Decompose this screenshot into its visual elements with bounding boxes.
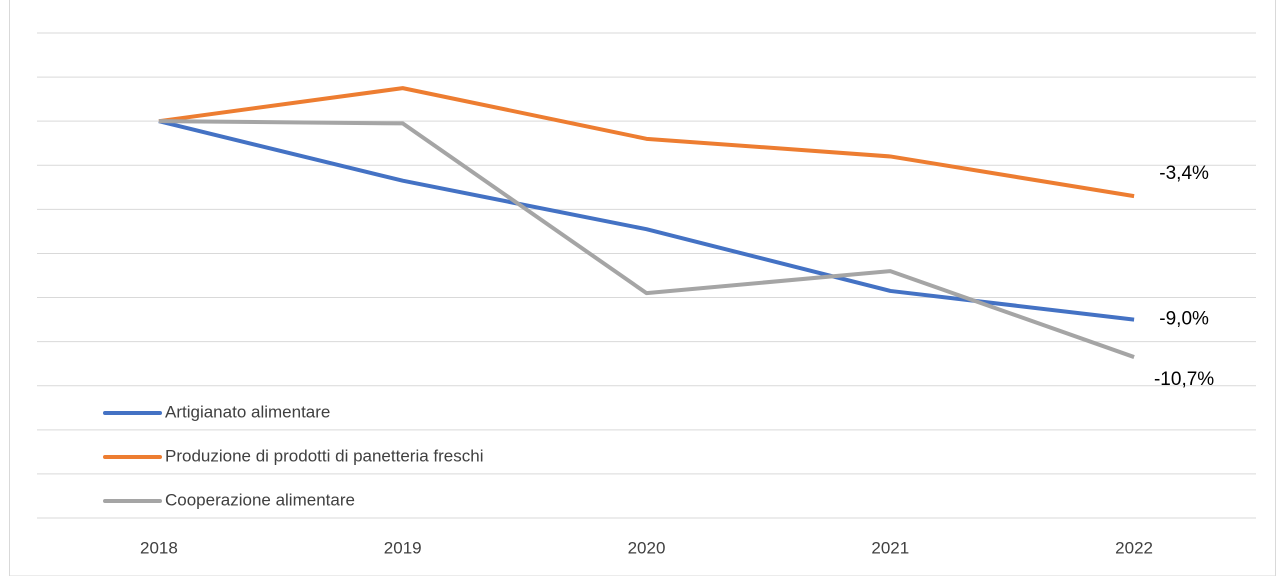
x-tick-label: 2021: [871, 538, 909, 557]
data-line: [158, 119, 1135, 322]
data-label: -9,0%: [1159, 309, 1209, 330]
x-tick-label: 2020: [628, 538, 666, 557]
legend-label: Produzione di prodotti di panetteria fre…: [165, 446, 483, 465]
data-line: [158, 86, 1135, 199]
data-line: [158, 119, 1135, 359]
legend-label: Cooperazione alimentare: [165, 490, 355, 509]
x-tick-label: 2022: [1115, 538, 1153, 557]
data-label: -10,7%: [1154, 369, 1214, 390]
x-tick-label: 2018: [140, 538, 178, 557]
chart-frame: [9, 0, 1276, 576]
legend-label: Artigianato alimentare: [165, 402, 330, 421]
x-tick-label: 2019: [384, 538, 422, 557]
data-label: -3,4%: [1159, 163, 1209, 184]
